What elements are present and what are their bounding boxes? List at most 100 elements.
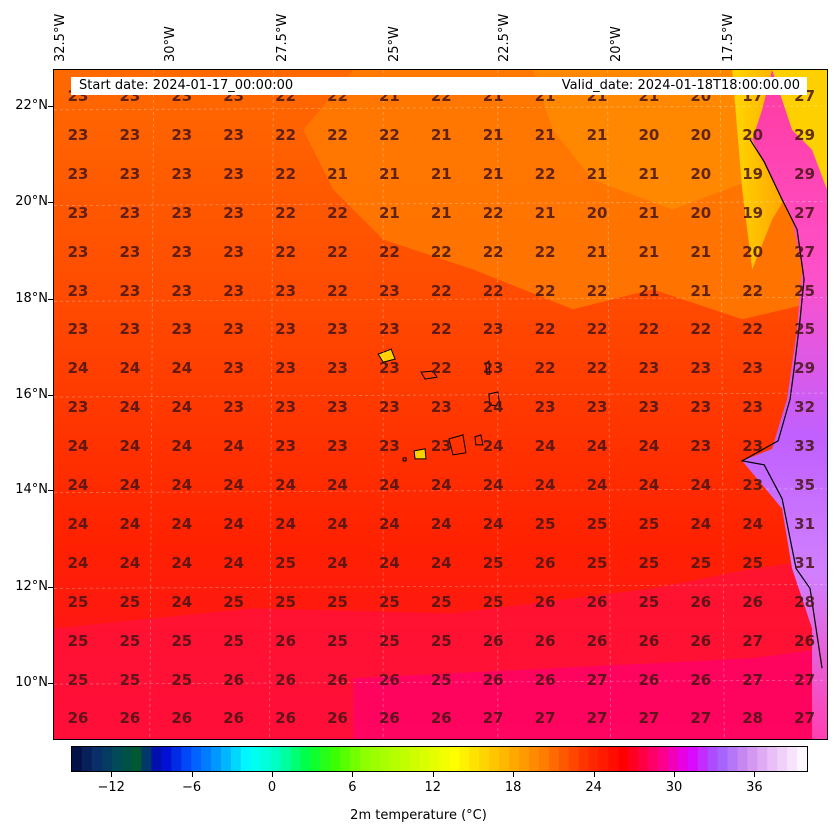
colorbar-title: 2m temperature (°C): [350, 808, 487, 823]
temperature-value: 23: [67, 398, 89, 417]
longitude-label: 32.5°W: [53, 0, 70, 62]
temperature-value: 23: [119, 281, 141, 300]
colorbar-segment: [101, 747, 113, 771]
temperature-value: 32: [794, 398, 816, 417]
temperature-value: 22: [586, 320, 608, 339]
temperature-value: 23: [482, 359, 504, 378]
temperature-value: 24: [482, 476, 504, 494]
temperature-value: 23: [67, 281, 89, 300]
temperature-value: 23: [638, 359, 660, 378]
temperature-value: 23: [223, 203, 245, 222]
temperature-value: 26: [534, 670, 556, 689]
temperature-value: 25: [67, 670, 89, 689]
date-header: Start date: 2024-01-17_00:00:00 Valid_da…: [71, 77, 807, 95]
temperature-value: 23: [223, 242, 245, 261]
temperature-value: 25: [223, 631, 245, 650]
colorbar-segment: [509, 747, 520, 771]
temperature-value: 23: [119, 164, 141, 183]
start-date: Start date: 2024-01-17_00:00:00: [79, 78, 294, 93]
temperature-value: 29: [794, 164, 816, 183]
temperature-value: 27: [794, 242, 816, 261]
temperature-value: 21: [482, 164, 504, 183]
temperature-value: 25: [534, 514, 556, 533]
temperature-value: 31: [794, 553, 816, 572]
temperature-value: 24: [638, 476, 660, 494]
temperature-value: 21: [638, 203, 660, 222]
colorbar-segment: [220, 747, 232, 771]
temperature-value: 25: [275, 553, 297, 572]
temperature-value: 24: [171, 553, 193, 572]
temperature-value: 23: [119, 203, 141, 222]
temperature-value: 22: [430, 359, 452, 378]
longitude-label-text: 30°W: [163, 26, 178, 62]
temperature-value: 23: [534, 398, 556, 417]
temperature-value: 22: [327, 125, 348, 144]
temperature-value: 26: [690, 670, 712, 689]
colorbar-segment: [72, 747, 83, 771]
temperature-value: 19: [742, 164, 764, 183]
temperature-value: 22: [430, 320, 452, 339]
colorbar-segment: [91, 747, 103, 771]
temperature-value: 23: [430, 398, 452, 417]
temperature-value: 25: [482, 592, 504, 611]
longitude-label: 30°W: [163, 0, 180, 62]
temperature-value: 27: [794, 203, 816, 222]
colorbar-segment: [767, 747, 778, 771]
colorbar-segment: [618, 747, 629, 771]
temperature-value: 25: [327, 592, 348, 611]
temperature-value: 25: [482, 553, 504, 572]
temperature-value: 35: [794, 476, 816, 494]
longitude-label-text: 25°W: [387, 26, 402, 62]
temperature-value: 21: [690, 242, 712, 261]
temperature-value: 26: [327, 670, 348, 689]
temperature-value: 23: [67, 320, 89, 339]
temperature-value: 23: [119, 242, 141, 261]
temperature-value: 25: [171, 631, 193, 650]
temperature-value: 25: [638, 592, 660, 611]
temperature-value: 24: [327, 476, 348, 494]
temperature-value: 22: [534, 359, 556, 378]
colorbar-segment: [240, 747, 252, 771]
temperature-value: 26: [586, 592, 608, 611]
temperature-value: 23: [275, 398, 297, 417]
temperature-value: 24: [171, 398, 193, 417]
temperature-value: 21: [638, 164, 660, 183]
temperature-value: 27: [638, 709, 660, 728]
colorbar-segment: [369, 747, 381, 771]
temperature-value: 26: [223, 670, 245, 689]
temperature-value: 24: [223, 514, 245, 533]
temperature-value: 24: [67, 553, 89, 572]
colorbar-segment: [360, 747, 371, 771]
temperature-value: 24: [171, 592, 193, 611]
temperature-value: 24: [223, 437, 245, 456]
temperature-value: 23: [742, 476, 764, 494]
colorbar-segment: [677, 747, 689, 771]
temperature-value: 26: [742, 592, 764, 611]
temperature-value: 21: [430, 203, 452, 222]
colorbar-segment: [588, 747, 600, 771]
colorbar-tick-label: 30: [665, 780, 683, 795]
temperature-value: 24: [534, 476, 556, 494]
temperature-value: 23: [430, 437, 452, 456]
temperature-value: 23: [482, 320, 504, 339]
temperature-value: 23: [690, 398, 712, 417]
longitude-label-text: 27.5°W: [275, 13, 290, 62]
temperature-value: 26: [119, 709, 141, 728]
temperature-value: 26: [275, 631, 297, 650]
temperature-value: 22: [482, 281, 504, 300]
temperature-value: 26: [171, 709, 193, 728]
colorbar-tick: [432, 772, 434, 777]
colorbar-segment: [459, 747, 470, 771]
temperature-value: 23: [223, 359, 245, 378]
temperature-value: 21: [482, 125, 504, 144]
temperature-value: 22: [534, 164, 556, 183]
temperature-value: 27: [794, 670, 816, 689]
temperature-value: 20: [690, 164, 712, 183]
temperature-value: 22: [430, 242, 452, 261]
latitude-label: 16°N: [15, 387, 48, 402]
colorbar-segment: [310, 747, 321, 771]
colorbar-segment: [469, 747, 480, 771]
temperature-value: 24: [223, 553, 245, 572]
colorbar-segment: [667, 747, 679, 771]
longitude-label: 25°W: [387, 0, 404, 62]
